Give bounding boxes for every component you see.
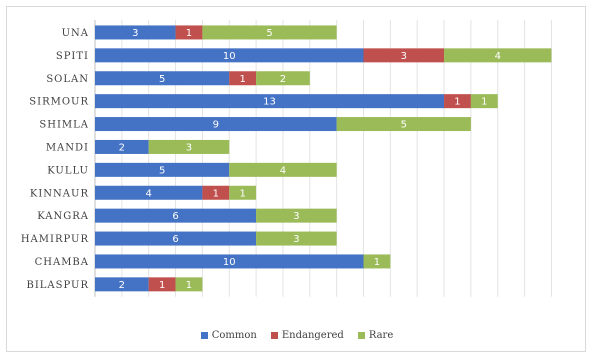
legend-label: Rare [368,330,394,341]
data-label: 1 [239,74,245,85]
category-label: HAMIRPUR [21,234,89,245]
bar-segment-common [95,231,257,246]
bar-segment-endangered [175,25,203,40]
data-label: 5 [159,165,165,176]
bar-segment-common [95,25,176,40]
bar-segment-common [95,185,203,200]
bar-segment-rare [470,94,498,109]
data-label: 13 [263,97,276,108]
category-label: KINNAUR [30,188,89,199]
category-label: SPITI [56,51,89,62]
bar-segment-rare [256,208,337,223]
legend-swatch [357,332,365,339]
data-label: 6 [172,211,178,222]
bar-segment-endangered [229,71,257,86]
legend-swatch [200,332,208,339]
data-label: 3 [401,51,407,62]
data-label: 1 [454,97,460,108]
data-label: 3 [132,28,138,39]
category-label: BILASPUR [26,280,89,291]
data-label: 2 [119,280,125,291]
bar-segment-common [95,208,257,223]
data-label: 5 [159,74,165,85]
legend-item-rare: Rare [357,330,394,341]
data-label: 3 [293,234,299,245]
data-label: 5 [266,28,272,39]
category-label: SOLAN [46,74,89,85]
bar-segment-rare [336,117,471,132]
bar-segment-common [95,48,364,63]
bar-segment-common [95,117,337,132]
data-label: 6 [172,234,178,245]
data-label: 10 [223,51,236,62]
legend-item-common: Common [200,330,257,341]
category-label: CHAMBA [35,257,89,268]
category-label: SIRMOUR [29,97,89,108]
data-label: 4 [146,188,152,199]
data-label: 9 [213,120,219,131]
bar-segment-common [95,277,149,292]
legend-label: Endangered [281,330,344,341]
bar-segment-common [95,162,230,177]
data-label: 10 [223,257,236,268]
data-label: 1 [186,28,192,39]
data-label: 2 [280,74,286,85]
data-label: 1 [239,188,245,199]
bar-segment-rare [202,25,337,40]
data-label: 3 [293,211,299,222]
bar-segment-rare [444,48,552,63]
bar-segment-endangered [444,94,471,109]
category-label: KANGRA [37,211,89,222]
bar-segment-common [95,71,230,86]
legend-item-endangered: Endangered [270,330,344,341]
bar-segment-endangered [363,48,445,63]
legend-label: Common [211,330,257,341]
bar-segment-endangered [202,185,230,200]
data-label: 4 [495,51,501,62]
bar-segment-common [95,139,149,154]
data-label: 1 [186,280,192,291]
data-label: 5 [401,120,407,131]
bar-segment-common [95,94,445,109]
bar-segment-common [95,254,364,269]
category-label: SHIMLA [39,120,89,131]
category-label: KULLU [47,165,89,176]
bar-segment-rare [363,254,391,269]
data-label: 2 [119,142,125,153]
data-label: 1 [213,188,219,199]
chart-frame [6,6,586,352]
bar-segment-rare [229,162,337,177]
bar-segment-rare [229,185,257,200]
bar-segment-endangered [148,277,176,292]
data-label: 1 [374,257,380,268]
legend-swatch [270,332,278,339]
bar-segment-rare [175,277,203,292]
bar-segment-rare [256,71,310,86]
category-label: UNA [62,28,89,39]
data-label: 3 [186,142,192,153]
data-label: 1 [481,97,487,108]
bar-segment-rare [256,231,337,246]
legend: Common Endangered Rare [0,330,594,341]
data-label: 1 [159,280,165,291]
bar-segment-rare [148,139,230,154]
category-label: MANDI [46,142,89,153]
data-label: 4 [280,165,286,176]
